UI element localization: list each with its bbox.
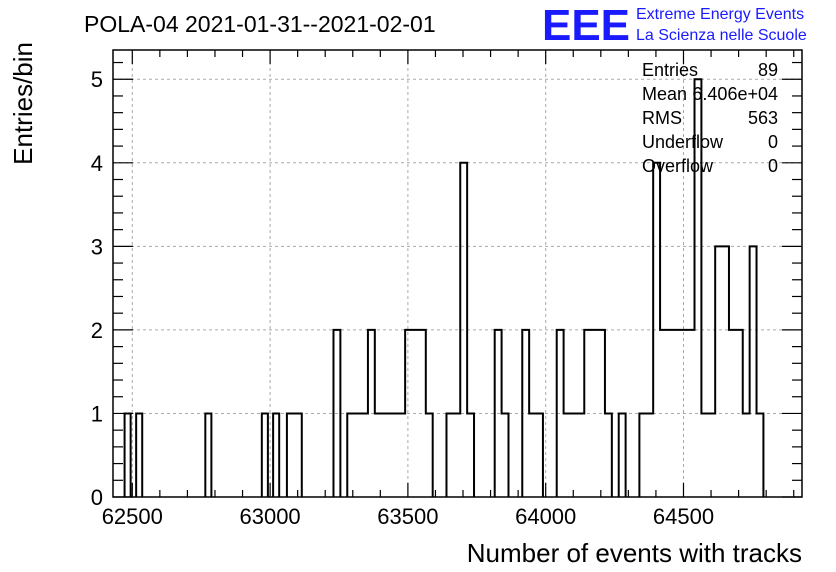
stats-box: Entries 89 Mean 6.406e+04 RMS 563 Underflow 0 Ov…	[642, 60, 778, 176]
histogram-bin	[639, 413, 653, 497]
x-tick-label: 64000	[515, 504, 576, 529]
x-tick-label: 62500	[102, 504, 163, 529]
histogram-bin	[287, 413, 302, 497]
x-tick-label: 64500	[653, 504, 714, 529]
histogram-bin	[368, 330, 375, 497]
histogram-bin	[522, 330, 529, 497]
histogram-bin	[564, 413, 585, 497]
histogram-bin	[467, 413, 474, 497]
y-tick-label: 4	[91, 151, 103, 176]
histogram-bin	[715, 246, 729, 497]
histogram-bin	[405, 330, 426, 497]
histogram-bin	[262, 413, 268, 497]
histogram-bin	[125, 413, 131, 497]
histogram-bin	[750, 246, 757, 497]
histogram-bin	[347, 413, 368, 497]
histogram-bin	[136, 413, 142, 497]
y-tick-label: 1	[91, 401, 103, 426]
tick-labels: 62500 63000 63500 64000 64500 0 1 2 3 4 5	[91, 67, 714, 529]
x-tick-label: 63500	[377, 504, 438, 529]
x-axis-title: Number of events with tracks	[467, 538, 802, 568]
stats-label: Entries	[642, 60, 698, 80]
stats-label: Overflow	[642, 156, 714, 176]
stats-value: 6.406e+04	[692, 84, 778, 104]
stats-value: 0	[768, 132, 778, 152]
histogram-bin	[757, 413, 764, 497]
histogram-bin	[701, 413, 715, 497]
histogram-bin	[529, 413, 543, 497]
stats-label: RMS	[642, 108, 682, 128]
histogram-bin	[502, 413, 509, 497]
histogram-bin	[584, 330, 605, 497]
stats-label: Mean	[642, 84, 687, 104]
stats-value: 0	[768, 156, 778, 176]
histogram-bin	[375, 413, 405, 497]
eee-logo-line1: Extreme Energy Events	[636, 6, 804, 23]
histogram-bin	[660, 330, 694, 497]
histogram-bin	[495, 330, 502, 497]
histogram-bin	[426, 413, 433, 497]
histogram-bin	[333, 330, 340, 497]
histogram-bin	[743, 413, 750, 497]
plot-frame	[112, 49, 803, 498]
eee-logo-mark: EEE	[542, 1, 630, 50]
y-tick-label: 5	[91, 67, 103, 92]
stats-label: Underflow	[642, 132, 724, 152]
histogram-bin	[205, 413, 211, 497]
histogram-bin	[729, 330, 743, 497]
histogram-bin	[557, 330, 564, 497]
y-axis-title: Entries/bin	[8, 42, 38, 165]
y-tick-label: 3	[91, 234, 103, 259]
stats-value: 89	[758, 60, 778, 80]
histogram-bin	[273, 413, 279, 497]
eee-logo-line2: La Scienza nelle Scuole	[636, 27, 807, 44]
histogram-bin	[653, 163, 660, 497]
eee-logo: EEE Extreme Energy Events La Scienza nel…	[542, 1, 807, 50]
chart-title: POLA-04 2021-01-31--2021-02-01	[84, 11, 436, 37]
histogram-bin	[605, 413, 612, 497]
stats-value: 563	[748, 108, 778, 128]
histogram-bin	[619, 413, 626, 497]
histogram-bin	[460, 163, 467, 497]
y-tick-label: 0	[91, 485, 103, 510]
axis-ticks	[113, 50, 802, 498]
x-tick-label: 63000	[239, 504, 300, 529]
histogram-bin	[446, 413, 460, 497]
y-tick-label: 2	[91, 318, 103, 343]
